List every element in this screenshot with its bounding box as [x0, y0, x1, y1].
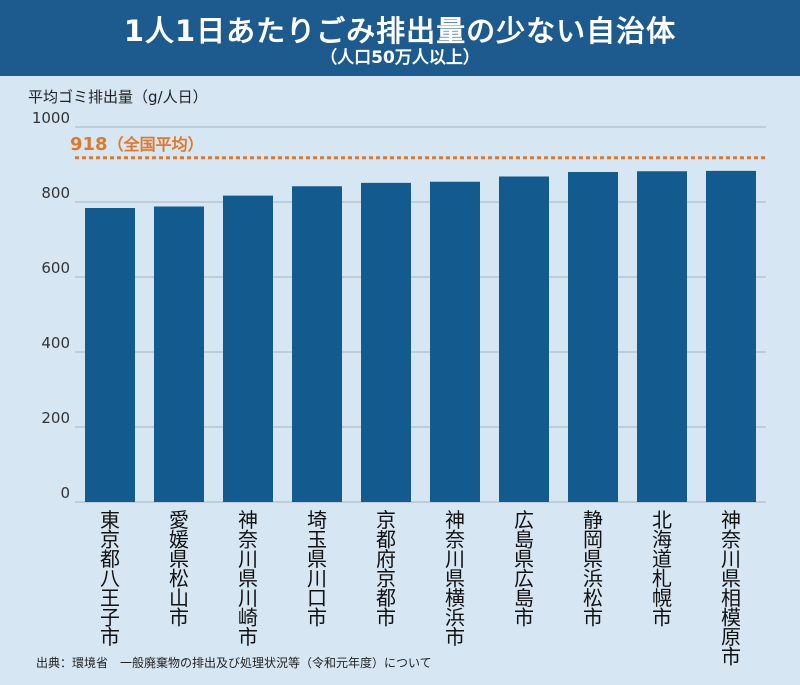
x-tick-label: 神奈川県横浜市 [445, 508, 465, 649]
y-tick-label: 1000 [32, 109, 70, 127]
title-banner: 1人1日あたりごみ排出量の少ない自治体 （人口50万人以上） [0, 0, 800, 76]
bar [637, 171, 687, 502]
x-tick-label: 神奈川県相模原市 [721, 508, 741, 669]
bar [499, 176, 549, 502]
bar [361, 182, 411, 502]
x-tick-label: 静岡県浜松市 [583, 508, 603, 630]
x-tick-label: 広島県広島市 [514, 508, 534, 630]
bar [85, 208, 135, 502]
bar [154, 206, 204, 502]
bar [430, 181, 480, 502]
bar [568, 172, 618, 502]
x-tick-label: 埼玉県川口市 [307, 508, 327, 630]
x-tick-label: 京都府京都市 [376, 508, 396, 630]
y-tick-label: 0 [60, 484, 70, 502]
chart-subtitle: （人口50万人以上） [320, 48, 480, 68]
x-tick-label: 東京都八王子市 [100, 508, 120, 649]
y-axis-label: 平均ゴミ排出量（g/人日） [28, 88, 208, 106]
x-tick-label: 神奈川県川崎市 [238, 508, 258, 649]
x-tick-label: 北海道札幌市 [652, 508, 672, 630]
y-tick-label: 800 [41, 184, 70, 202]
y-tick-label: 400 [41, 334, 70, 352]
bar [223, 195, 273, 502]
source-note: 出典：環境省 一般廃棄物の排出及び処理状況等（令和元年度）について [36, 656, 432, 670]
x-tick-label: 愛媛県松山市 [169, 508, 189, 630]
national-average-label: 918（全国平均） [70, 134, 204, 155]
y-tick-label: 200 [41, 409, 70, 427]
chart-title: 1人1日あたりごみ排出量の少ない自治体 [123, 14, 677, 48]
bar [706, 170, 756, 502]
bar [292, 186, 342, 502]
y-tick-label: 600 [41, 259, 70, 277]
